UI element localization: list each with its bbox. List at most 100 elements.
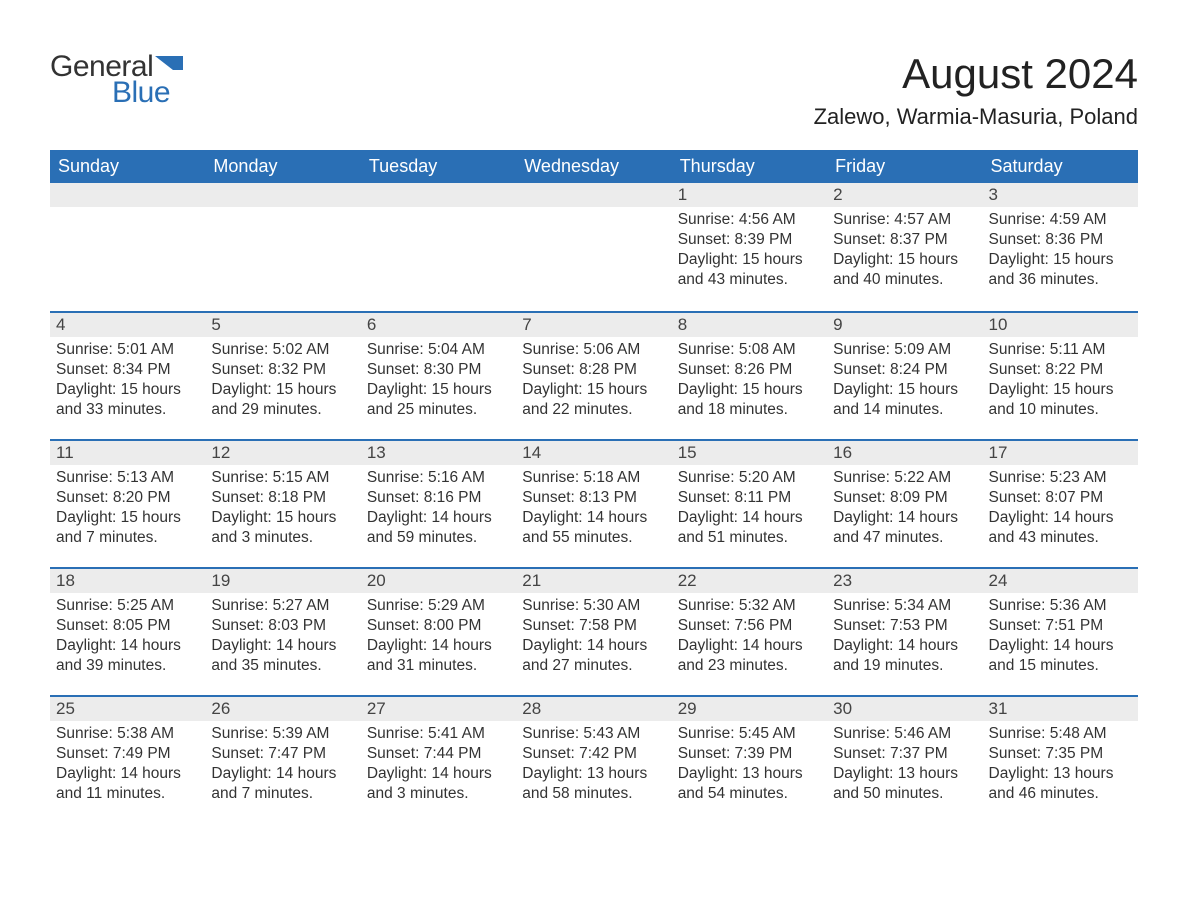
calendar-cell: 18Sunrise: 5:25 AMSunset: 8:05 PMDayligh…: [50, 567, 205, 695]
day-details: Sunrise: 5:04 AMSunset: 8:30 PMDaylight:…: [361, 337, 516, 429]
sunrise-text: Sunrise: 4:59 AM: [989, 210, 1132, 230]
sunset-text: Sunset: 8:03 PM: [211, 616, 354, 636]
calendar-cell: [361, 183, 516, 311]
day-number: 3: [983, 183, 1138, 207]
day-details: Sunrise: 5:25 AMSunset: 8:05 PMDaylight:…: [50, 593, 205, 685]
calendar-cell: 11Sunrise: 5:13 AMSunset: 8:20 PMDayligh…: [50, 439, 205, 567]
sunset-text: Sunset: 8:00 PM: [367, 616, 510, 636]
day-number: 14: [516, 439, 671, 465]
calendar-cell: 20Sunrise: 5:29 AMSunset: 8:00 PMDayligh…: [361, 567, 516, 695]
day-number: 28: [516, 695, 671, 721]
sunset-text: Sunset: 7:49 PM: [56, 744, 199, 764]
sunrise-text: Sunrise: 5:29 AM: [367, 596, 510, 616]
sunset-text: Sunset: 8:13 PM: [522, 488, 665, 508]
calendar-cell: [50, 183, 205, 311]
day-details: Sunrise: 5:39 AMSunset: 7:47 PMDaylight:…: [205, 721, 360, 813]
day-number: 27: [361, 695, 516, 721]
day-details: Sunrise: 5:13 AMSunset: 8:20 PMDaylight:…: [50, 465, 205, 557]
day-number: 19: [205, 567, 360, 593]
day-number: 30: [827, 695, 982, 721]
calendar-cell: [205, 183, 360, 311]
day-details: Sunrise: 5:22 AMSunset: 8:09 PMDaylight:…: [827, 465, 982, 557]
daylight-text: Daylight: 15 hours and 43 minutes.: [678, 250, 821, 290]
sunset-text: Sunset: 8:16 PM: [367, 488, 510, 508]
day-number: 9: [827, 311, 982, 337]
daylight-text: Daylight: 13 hours and 50 minutes.: [833, 764, 976, 804]
daylight-text: Daylight: 14 hours and 3 minutes.: [367, 764, 510, 804]
sunrise-text: Sunrise: 5:20 AM: [678, 468, 821, 488]
sunset-text: Sunset: 7:39 PM: [678, 744, 821, 764]
day-details: Sunrise: 5:06 AMSunset: 8:28 PMDaylight:…: [516, 337, 671, 429]
day-number: 8: [672, 311, 827, 337]
sunset-text: Sunset: 8:24 PM: [833, 360, 976, 380]
daylight-text: Daylight: 14 hours and 35 minutes.: [211, 636, 354, 676]
day-details: Sunrise: 5:08 AMSunset: 8:26 PMDaylight:…: [672, 337, 827, 429]
day-details: Sunrise: 5:15 AMSunset: 8:18 PMDaylight:…: [205, 465, 360, 557]
empty-day: [205, 183, 360, 207]
day-details: Sunrise: 5:45 AMSunset: 7:39 PMDaylight:…: [672, 721, 827, 813]
daylight-text: Daylight: 14 hours and 23 minutes.: [678, 636, 821, 676]
day-details: Sunrise: 5:01 AMSunset: 8:34 PMDaylight:…: [50, 337, 205, 429]
calendar-week-row: 25Sunrise: 5:38 AMSunset: 7:49 PMDayligh…: [50, 695, 1138, 823]
daylight-text: Daylight: 15 hours and 10 minutes.: [989, 380, 1132, 420]
daylight-text: Daylight: 14 hours and 55 minutes.: [522, 508, 665, 548]
sunset-text: Sunset: 7:35 PM: [989, 744, 1132, 764]
sunrise-text: Sunrise: 5:43 AM: [522, 724, 665, 744]
day-details: Sunrise: 4:56 AMSunset: 8:39 PMDaylight:…: [672, 207, 827, 299]
day-number: 1: [672, 183, 827, 207]
sunrise-text: Sunrise: 5:09 AM: [833, 340, 976, 360]
sunrise-text: Sunrise: 5:38 AM: [56, 724, 199, 744]
day-number: 7: [516, 311, 671, 337]
daylight-text: Daylight: 15 hours and 7 minutes.: [56, 508, 199, 548]
daylight-text: Daylight: 14 hours and 43 minutes.: [989, 508, 1132, 548]
sunrise-text: Sunrise: 5:13 AM: [56, 468, 199, 488]
day-details: Sunrise: 5:30 AMSunset: 7:58 PMDaylight:…: [516, 593, 671, 685]
day-details: Sunrise: 5:43 AMSunset: 7:42 PMDaylight:…: [516, 721, 671, 813]
sunrise-text: Sunrise: 5:16 AM: [367, 468, 510, 488]
daylight-text: Daylight: 14 hours and 39 minutes.: [56, 636, 199, 676]
day-details: Sunrise: 5:27 AMSunset: 8:03 PMDaylight:…: [205, 593, 360, 685]
sunset-text: Sunset: 8:37 PM: [833, 230, 976, 250]
day-details: Sunrise: 5:09 AMSunset: 8:24 PMDaylight:…: [827, 337, 982, 429]
calendar-week-row: 4Sunrise: 5:01 AMSunset: 8:34 PMDaylight…: [50, 311, 1138, 439]
calendar-cell: 28Sunrise: 5:43 AMSunset: 7:42 PMDayligh…: [516, 695, 671, 823]
sunrise-text: Sunrise: 5:18 AM: [522, 468, 665, 488]
sunset-text: Sunset: 7:51 PM: [989, 616, 1132, 636]
daylight-text: Daylight: 15 hours and 18 minutes.: [678, 380, 821, 420]
day-details: Sunrise: 5:18 AMSunset: 8:13 PMDaylight:…: [516, 465, 671, 557]
sunset-text: Sunset: 8:34 PM: [56, 360, 199, 380]
sunrise-text: Sunrise: 5:39 AM: [211, 724, 354, 744]
sunrise-text: Sunrise: 5:25 AM: [56, 596, 199, 616]
day-number: 26: [205, 695, 360, 721]
sunset-text: Sunset: 8:05 PM: [56, 616, 199, 636]
calendar-cell: 7Sunrise: 5:06 AMSunset: 8:28 PMDaylight…: [516, 311, 671, 439]
day-details: Sunrise: 5:29 AMSunset: 8:00 PMDaylight:…: [361, 593, 516, 685]
sunset-text: Sunset: 7:47 PM: [211, 744, 354, 764]
day-header-saturday: Saturday: [983, 150, 1138, 183]
day-number: 22: [672, 567, 827, 593]
calendar-cell: 14Sunrise: 5:18 AMSunset: 8:13 PMDayligh…: [516, 439, 671, 567]
sunset-text: Sunset: 8:26 PM: [678, 360, 821, 380]
logo-flag-icon: [155, 56, 183, 74]
day-details: Sunrise: 5:32 AMSunset: 7:56 PMDaylight:…: [672, 593, 827, 685]
calendar-cell: 1Sunrise: 4:56 AMSunset: 8:39 PMDaylight…: [672, 183, 827, 311]
sunset-text: Sunset: 8:32 PM: [211, 360, 354, 380]
daylight-text: Daylight: 15 hours and 3 minutes.: [211, 508, 354, 548]
sunrise-text: Sunrise: 5:04 AM: [367, 340, 510, 360]
calendar-cell: 22Sunrise: 5:32 AMSunset: 7:56 PMDayligh…: [672, 567, 827, 695]
daylight-text: Daylight: 15 hours and 14 minutes.: [833, 380, 976, 420]
daylight-text: Daylight: 15 hours and 25 minutes.: [367, 380, 510, 420]
sunrise-text: Sunrise: 5:06 AM: [522, 340, 665, 360]
logo: General Blue: [50, 50, 183, 110]
sunrise-text: Sunrise: 4:57 AM: [833, 210, 976, 230]
calendar-cell: 26Sunrise: 5:39 AMSunset: 7:47 PMDayligh…: [205, 695, 360, 823]
sunrise-text: Sunrise: 5:08 AM: [678, 340, 821, 360]
sunset-text: Sunset: 7:44 PM: [367, 744, 510, 764]
day-details: Sunrise: 5:48 AMSunset: 7:35 PMDaylight:…: [983, 721, 1138, 813]
daylight-text: Daylight: 13 hours and 58 minutes.: [522, 764, 665, 804]
calendar-cell: 17Sunrise: 5:23 AMSunset: 8:07 PMDayligh…: [983, 439, 1138, 567]
calendar-cell: 4Sunrise: 5:01 AMSunset: 8:34 PMDaylight…: [50, 311, 205, 439]
calendar-cell: 15Sunrise: 5:20 AMSunset: 8:11 PMDayligh…: [672, 439, 827, 567]
calendar-cell: 19Sunrise: 5:27 AMSunset: 8:03 PMDayligh…: [205, 567, 360, 695]
empty-day: [361, 183, 516, 207]
